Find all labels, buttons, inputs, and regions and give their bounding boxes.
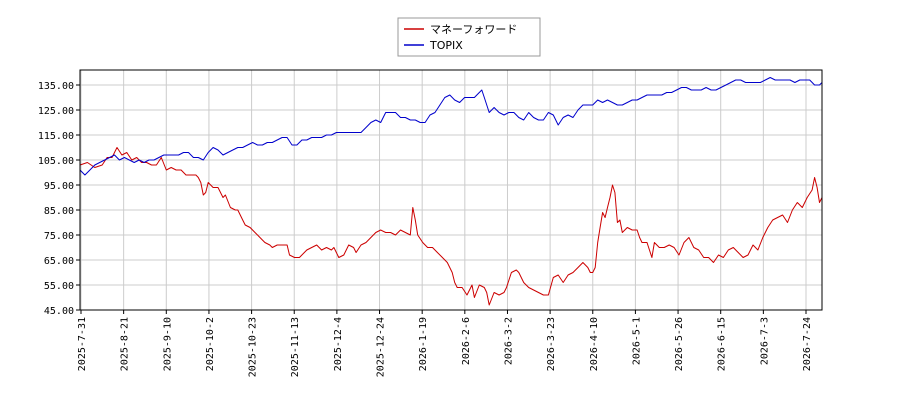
y-tick-label: 85.00	[44, 206, 74, 217]
y-tick-label: 55.00	[44, 281, 74, 292]
y-tick-label: 125.00	[38, 106, 74, 117]
x-axis: 2025-7-31 2025-8-21 2025-9-10 2025-10-2 2025…	[77, 310, 813, 377]
series-line-topix	[79, 77, 823, 176]
legend-box	[397, 17, 541, 57]
x-tick-label: 2025-10-23	[248, 317, 259, 377]
x-tick-label: 2025-12-4	[333, 317, 344, 371]
x-tick-label: 2025-9-10	[162, 317, 173, 371]
x-tick-label: 2025-7-31	[77, 317, 88, 371]
x-tick-label: 2025-11-13	[290, 317, 301, 377]
x-tick-label: 2026-6-15	[717, 317, 728, 371]
x-tick-label: 2026-7-3	[759, 317, 770, 365]
y-axis: 45.00 55.00 65.00 75.00 85.00 95.00 105.00 115.…	[38, 81, 80, 317]
x-tick-label: 2026-3-23	[546, 317, 557, 371]
y-tick-label: 135.00	[38, 81, 74, 92]
x-tick-label: 2025-12-24	[376, 317, 387, 377]
x-tick-label: 2026-5-1	[631, 317, 642, 365]
plot-frame	[79, 69, 823, 311]
x-tick-label: 2026-4-10	[589, 317, 600, 371]
grid-lines	[80, 70, 822, 311]
legend-label-topix: TOPIX	[429, 39, 463, 52]
x-tick-label: 2026-1-19	[418, 317, 429, 371]
x-tick-label: 2026-5-26	[674, 317, 685, 371]
x-tick-label: 2026-7-24	[802, 317, 813, 371]
x-tick-label: 2026-3-2	[503, 317, 514, 365]
y-tick-label: 95.00	[44, 181, 74, 192]
legend-label-moneyforward: マネーフォワード	[430, 23, 517, 36]
y-tick-label: 75.00	[44, 231, 74, 242]
y-tick-label: 65.00	[44, 256, 74, 267]
series-lines	[79, 77, 823, 306]
y-tick-label: 105.00	[38, 156, 74, 167]
x-tick-label: 2025-10-2	[205, 317, 216, 371]
series-line-moneyforward	[79, 147, 823, 306]
x-tick-label: 2025-8-21	[120, 317, 131, 371]
y-tick-label: 115.00	[38, 131, 74, 142]
legend: マネーフォワード TOPIX	[397, 17, 541, 57]
y-tick-label: 45.00	[44, 306, 74, 317]
x-tick-label: 2026-2-6	[461, 317, 472, 365]
